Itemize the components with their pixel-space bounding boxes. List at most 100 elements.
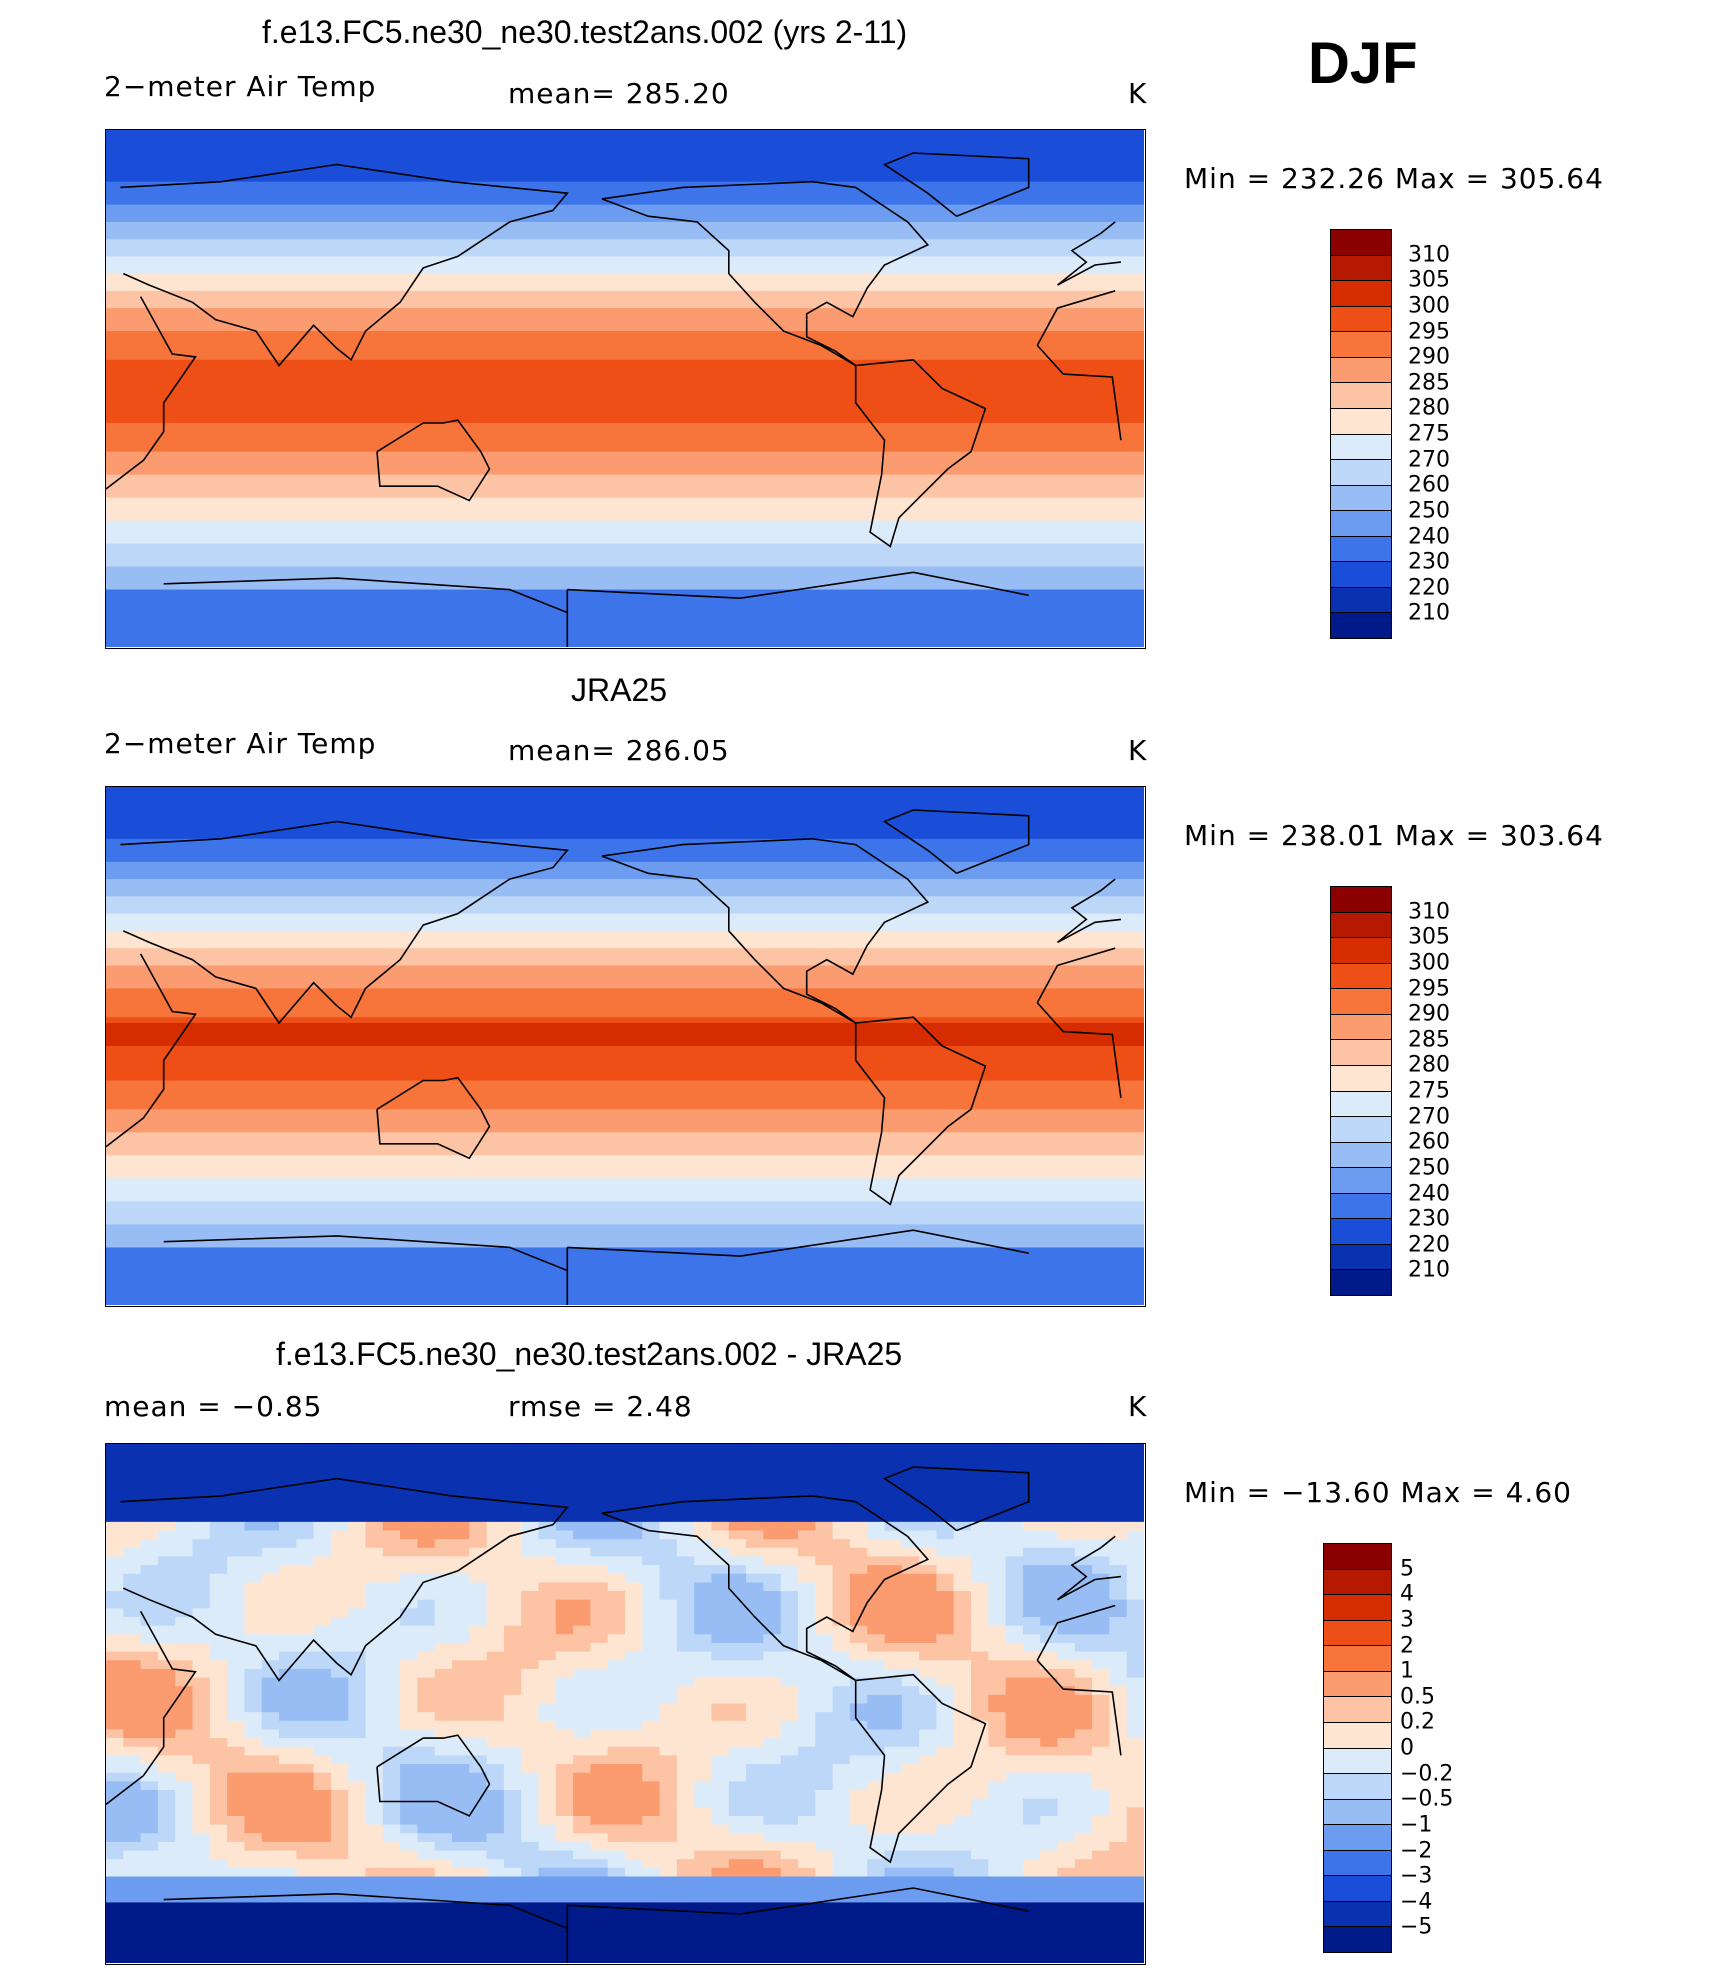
map-cell xyxy=(919,1668,937,1679)
map-cell xyxy=(936,1617,955,1627)
map-cell xyxy=(469,1893,488,1904)
map-cell xyxy=(279,1617,297,1627)
map-cell xyxy=(1109,1807,1128,1817)
map-cell xyxy=(607,1521,626,1532)
map-cell xyxy=(555,1530,574,1540)
map-cell xyxy=(400,1495,418,1506)
map-cell xyxy=(538,1599,557,1609)
map-cell xyxy=(1092,1591,1110,1601)
map-cell xyxy=(417,1547,436,1558)
map-cell xyxy=(901,1651,920,1661)
map-cell xyxy=(607,1591,626,1601)
map-cell xyxy=(348,1885,367,1895)
map-cell xyxy=(659,1591,678,1601)
map-cell xyxy=(936,1928,955,1938)
map-cell xyxy=(400,1452,418,1462)
map-cell xyxy=(452,1444,470,1454)
map-cell xyxy=(244,1444,263,1454)
map-cell xyxy=(1074,1919,1093,1929)
map-cell xyxy=(642,1495,661,1506)
map-cell xyxy=(417,1513,436,1523)
map-cell xyxy=(365,1937,384,1947)
map-cell xyxy=(365,1591,384,1601)
map-cell xyxy=(953,1599,972,1609)
map-cell xyxy=(901,1582,920,1592)
map-cell xyxy=(607,1764,626,1774)
map-cell xyxy=(849,1703,868,1713)
map-cell xyxy=(815,1495,834,1506)
map-cell xyxy=(919,1772,937,1782)
map-cell xyxy=(313,1452,332,1462)
map-cell xyxy=(538,1547,557,1558)
map-cell xyxy=(227,1617,245,1627)
map-cell xyxy=(348,1642,367,1653)
map-cell xyxy=(849,1599,868,1609)
map-cell xyxy=(953,1634,972,1644)
map-cell xyxy=(140,1815,159,1826)
map-cell xyxy=(590,1504,609,1514)
colorbar-swatch xyxy=(1331,230,1391,256)
map-cell xyxy=(227,1781,245,1791)
map-cell xyxy=(763,1444,782,1454)
map-cell xyxy=(192,1625,211,1635)
map-cell xyxy=(711,1738,730,1748)
panel-1-title: f.e13.FC5.ne30_ne30.test2ans.002 (yrs 2-… xyxy=(262,14,908,50)
map-cell xyxy=(555,1513,574,1523)
map-cell xyxy=(884,1530,903,1540)
map-cell xyxy=(313,1521,332,1532)
map-cell xyxy=(123,1686,142,1696)
map-cell xyxy=(763,1660,782,1670)
map-cell xyxy=(555,1859,574,1869)
map-cell xyxy=(694,1556,713,1566)
map-cell xyxy=(1022,1599,1041,1609)
map-cell xyxy=(953,1772,972,1782)
map-cell xyxy=(452,1867,470,1878)
map-band xyxy=(106,486,1144,493)
map-cell xyxy=(365,1772,384,1782)
map-cell xyxy=(1109,1850,1128,1860)
map-cell xyxy=(1040,1478,1059,1488)
map-cell xyxy=(192,1642,211,1653)
map-cell xyxy=(1126,1919,1144,1929)
map-cell xyxy=(936,1703,955,1713)
map-cell xyxy=(728,1755,747,1765)
map-cell xyxy=(676,1634,695,1644)
map-cell xyxy=(1092,1530,1110,1540)
map-cell xyxy=(365,1694,384,1705)
map-cell xyxy=(884,1867,903,1878)
map-cell xyxy=(1005,1841,1024,1852)
map-cell xyxy=(106,1859,124,1869)
map-cell xyxy=(313,1478,332,1488)
map-cell xyxy=(659,1764,678,1774)
map-cell xyxy=(157,1547,176,1558)
map-cell xyxy=(763,1807,782,1817)
map-cell xyxy=(382,1807,401,1817)
map-cell xyxy=(919,1720,937,1731)
map-cell xyxy=(244,1651,263,1661)
map-cell xyxy=(694,1469,713,1480)
map-cell xyxy=(261,1677,280,1687)
map-band xyxy=(106,578,1144,585)
map-cell xyxy=(157,1764,176,1774)
map-cell xyxy=(763,1686,782,1696)
map-cell xyxy=(625,1461,643,1471)
map-cell xyxy=(417,1642,436,1653)
map-cell xyxy=(503,1539,522,1549)
map-cell xyxy=(330,1720,349,1731)
map-cell xyxy=(452,1919,470,1929)
map-cell xyxy=(849,1668,868,1679)
map-cell xyxy=(521,1444,540,1454)
map-cell xyxy=(625,1954,643,1963)
map-cell xyxy=(1109,1885,1128,1895)
map-cell xyxy=(400,1729,418,1739)
map-cell xyxy=(798,1859,816,1869)
map-cell xyxy=(884,1720,903,1731)
map-cell xyxy=(884,1764,903,1774)
map-cell xyxy=(261,1642,280,1653)
map-cell xyxy=(538,1495,557,1506)
map-cell xyxy=(452,1902,470,1912)
map-cell xyxy=(625,1591,643,1601)
map-cell xyxy=(867,1547,886,1558)
map-cell xyxy=(728,1850,747,1860)
map-cell xyxy=(192,1764,211,1774)
